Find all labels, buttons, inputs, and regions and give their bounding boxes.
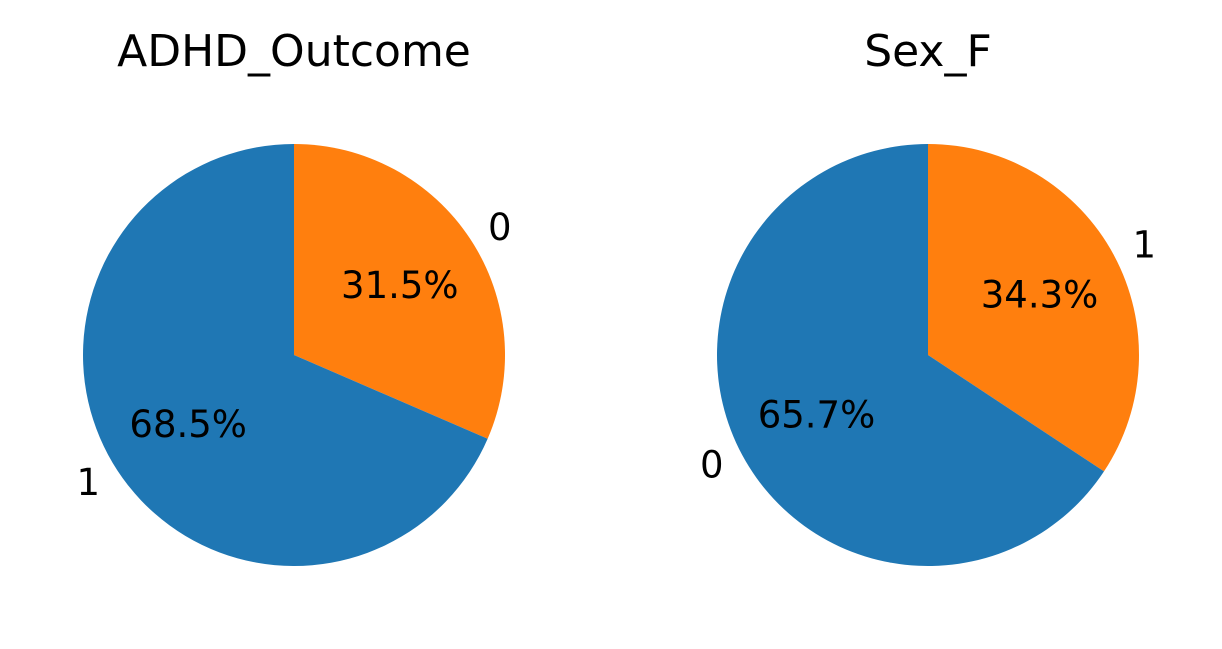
pie-labels: 34.3% 1 65.7% 0 xyxy=(700,224,1156,487)
chart-title: ADHD_Outcome xyxy=(117,26,471,77)
category-label: 1 xyxy=(1132,224,1156,267)
pie-slices xyxy=(717,144,1140,566)
category-label: 0 xyxy=(488,206,512,249)
chart-title: Sex_F xyxy=(864,26,992,77)
pie-slice-0 xyxy=(717,144,1104,566)
pie-labels: 31.5% 0 68.5% 1 xyxy=(76,206,511,504)
pie-slice-0 xyxy=(294,144,506,439)
pie-slice-1 xyxy=(928,144,1140,472)
category-label: 0 xyxy=(700,443,724,486)
category-label: 1 xyxy=(76,461,100,504)
pie-slice-1 xyxy=(83,144,488,567)
percentage-label: 65.7% xyxy=(758,393,876,436)
pie-slices xyxy=(83,144,506,567)
pie-chart-sex-f: Sex_F 34.3% 1 65.7% 0 xyxy=(700,26,1156,566)
percentage-label: 34.3% xyxy=(981,274,1099,317)
percentage-label: 31.5% xyxy=(341,264,459,307)
percentage-label: 68.5% xyxy=(129,403,247,446)
pie-chart-adhd-outcome: ADHD_Outcome 31.5% 0 68.5% 1 xyxy=(76,26,512,567)
